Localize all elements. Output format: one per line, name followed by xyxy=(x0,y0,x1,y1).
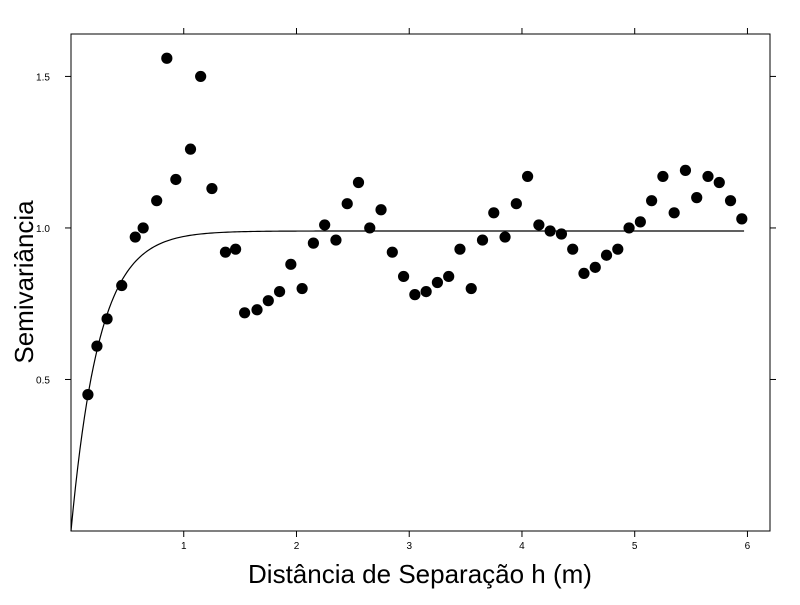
data-point xyxy=(499,231,511,243)
data-point xyxy=(646,195,658,207)
data-point xyxy=(713,176,725,189)
data-point xyxy=(736,213,748,225)
data-point xyxy=(634,216,646,228)
x-axis-ticks: 1 2 3 4 5 6 xyxy=(181,28,751,552)
data-point xyxy=(341,198,353,210)
data-point xyxy=(431,276,444,289)
y-axis-title: Semivariância xyxy=(9,200,39,364)
data-point xyxy=(612,243,624,255)
data-point xyxy=(443,270,455,283)
data-point xyxy=(454,243,466,255)
data-point xyxy=(691,192,703,204)
data-point xyxy=(129,231,141,243)
data-point xyxy=(151,195,163,207)
data-point xyxy=(623,222,635,234)
data-point xyxy=(352,176,365,189)
data-point xyxy=(555,228,568,240)
x-tick-label: 5 xyxy=(632,541,638,552)
x-tick-label: 3 xyxy=(406,541,412,552)
data-point xyxy=(251,304,263,316)
data-point xyxy=(724,195,737,207)
data-point xyxy=(330,234,342,246)
data-point xyxy=(679,164,692,176)
y-tick-label: 0.5 xyxy=(36,375,50,386)
data-point xyxy=(476,234,489,246)
data-point xyxy=(409,289,421,301)
data-point xyxy=(522,170,534,183)
data-point xyxy=(668,207,680,219)
data-points-layer xyxy=(82,52,748,401)
data-point xyxy=(589,261,601,273)
data-point xyxy=(230,243,242,255)
data-point xyxy=(161,52,173,64)
data-point xyxy=(82,389,94,401)
x-tick-label: 6 xyxy=(745,541,751,552)
data-point xyxy=(91,340,103,352)
data-point xyxy=(567,243,579,255)
y-tick-label: 1.5 xyxy=(36,72,50,83)
data-point xyxy=(397,270,410,283)
data-point xyxy=(702,170,714,183)
data-point xyxy=(206,182,218,195)
data-point xyxy=(510,198,522,210)
data-point xyxy=(420,285,432,298)
data-point xyxy=(319,219,331,231)
x-tick-label: 2 xyxy=(294,541,300,552)
data-point xyxy=(296,282,308,295)
x-tick-label: 1 xyxy=(181,541,187,552)
data-point xyxy=(465,282,477,295)
data-point xyxy=(533,219,545,231)
data-point xyxy=(170,173,182,186)
plot-frame xyxy=(70,33,771,532)
data-point xyxy=(101,313,113,325)
data-point xyxy=(386,246,398,258)
data-point xyxy=(116,279,128,292)
x-axis-title: Distância de Separação h (m) xyxy=(248,559,592,589)
data-point xyxy=(578,267,590,280)
data-point xyxy=(600,249,613,261)
data-point xyxy=(488,207,500,219)
data-point xyxy=(184,143,197,155)
x-tick-label: 4 xyxy=(519,541,525,552)
data-point xyxy=(273,285,286,298)
data-point xyxy=(375,204,387,216)
data-point xyxy=(657,170,669,183)
data-point xyxy=(364,222,376,234)
data-point xyxy=(219,246,232,258)
y-tick-label: 1.0 xyxy=(36,224,50,235)
data-point xyxy=(239,307,251,319)
data-point xyxy=(307,237,319,249)
data-point xyxy=(262,295,274,307)
data-point xyxy=(137,222,149,234)
data-point xyxy=(544,225,556,237)
data-point xyxy=(285,258,297,270)
data-point xyxy=(195,70,207,83)
y-axis-ticks: 0.5 1.0 1.5 xyxy=(36,72,776,386)
